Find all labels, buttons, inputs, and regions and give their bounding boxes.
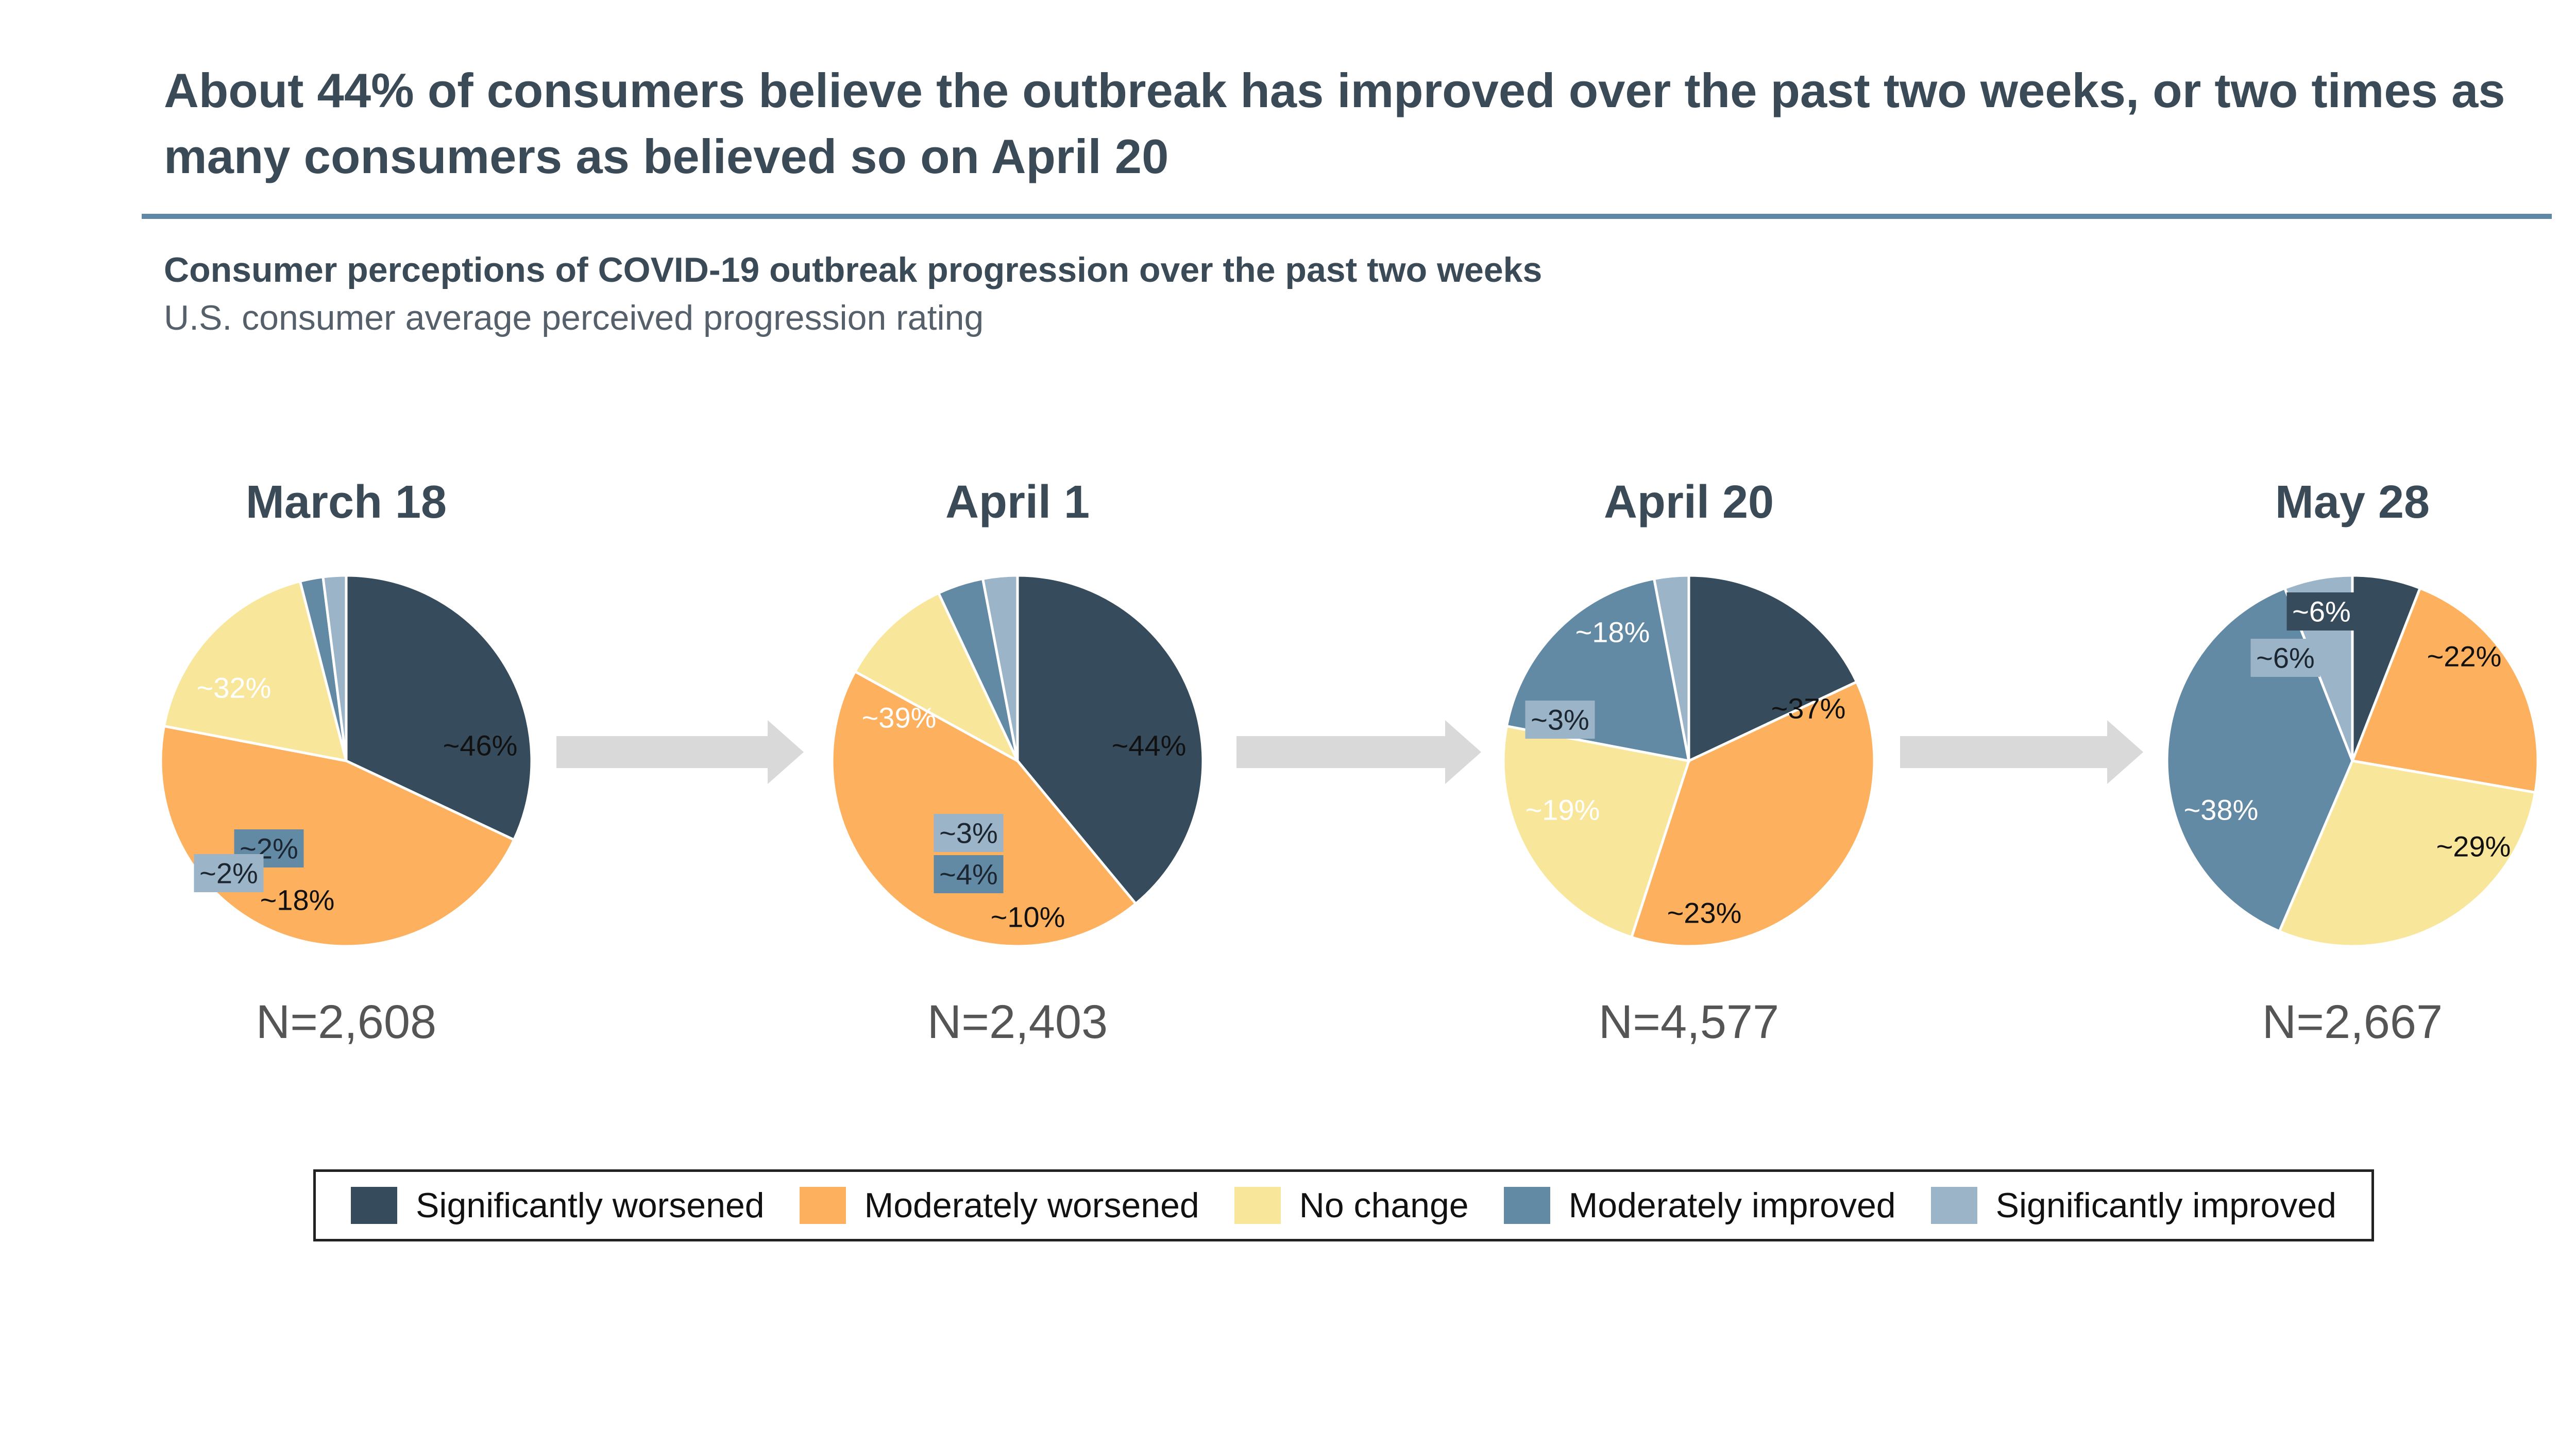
legend-label: Significantly worsened bbox=[416, 1186, 765, 1225]
legend-label: Moderately worsened bbox=[864, 1186, 1199, 1225]
pie-april-1: ~39% ~44% ~10% ~4% ~3% April 1 N=2,403 bbox=[831, 476, 1205, 1048]
legend-label: No change bbox=[1299, 1186, 1469, 1225]
data-label-box bbox=[2286, 592, 2357, 631]
data-label-moderately-worsened: ~22% bbox=[2427, 640, 2502, 673]
pie-slice-no-change bbox=[162, 580, 348, 763]
pie-slice-no-change bbox=[853, 591, 1021, 764]
data-label-significantly-worsened: ~32% bbox=[197, 672, 272, 704]
pie-slice-significantly-worsened bbox=[345, 574, 533, 842]
legend-item-significantly-worsened: Significantly worsened bbox=[351, 1185, 765, 1225]
chart-caption: U.S. consumer average perceived progress… bbox=[164, 298, 984, 337]
data-label-moderately-improved: ~19% bbox=[1526, 794, 1600, 826]
data-label-moderately-worsened: ~44% bbox=[1112, 729, 1187, 762]
header-divider bbox=[142, 214, 2552, 219]
legend-item-moderately-worsened: Moderately worsened bbox=[799, 1185, 1199, 1225]
data-label-no-change: ~18% bbox=[260, 884, 335, 916]
data-label-box bbox=[2250, 639, 2320, 677]
data-label-significantly-improved: ~3% bbox=[1531, 704, 1589, 736]
pie-slice-moderately-worsened bbox=[2350, 586, 2539, 794]
pie-slice-no-change bbox=[2278, 759, 2537, 948]
legend-label: Moderately improved bbox=[1568, 1186, 1896, 1225]
data-label-significantly-improved: ~2% bbox=[199, 857, 258, 890]
data-label-no-change: ~23% bbox=[1667, 897, 1742, 929]
page-headline: About 44% of consumers believe the outbr… bbox=[164, 63, 2505, 183]
legend-item-moderately-improved: Moderately improved bbox=[1503, 1185, 1896, 1225]
legend-swatch bbox=[1234, 1187, 1281, 1224]
legend-swatch bbox=[351, 1187, 397, 1224]
progression-arrow bbox=[556, 720, 804, 784]
legend-label: Significantly improved bbox=[1995, 1186, 2336, 1225]
legend-item-no-change: No change bbox=[1234, 1185, 1469, 1225]
data-label-significantly-worsened: ~18% bbox=[1575, 616, 1650, 649]
pie-title: April 20 bbox=[1604, 476, 1774, 528]
data-label-box bbox=[934, 814, 1004, 852]
pie-title: April 1 bbox=[945, 476, 1090, 528]
data-label-moderately-worsened: ~46% bbox=[443, 729, 518, 762]
data-label-moderately-improved: ~38% bbox=[2184, 794, 2259, 826]
sample-size-label: N=4,577 bbox=[1599, 996, 1779, 1048]
data-label-no-change: ~29% bbox=[2436, 830, 2511, 863]
pie-may-28: ~6% ~22% ~29% ~38% ~6% May 28 N=2,667 bbox=[2165, 476, 2539, 1048]
chart-legend: Significantly worsened Moderately worsen… bbox=[313, 1169, 2374, 1241]
progression-arrow bbox=[1236, 720, 1481, 784]
pie-slice-significantly-worsened bbox=[1016, 574, 1205, 906]
legend-swatch bbox=[1930, 1187, 1977, 1224]
pie-slice-moderately-worsened bbox=[831, 670, 1138, 948]
data-label-box bbox=[194, 854, 264, 892]
data-label-no-change: ~10% bbox=[991, 901, 1065, 933]
pie-title: May 28 bbox=[2275, 476, 2430, 528]
pie-slice-significantly-improved bbox=[981, 574, 1019, 761]
progression-arrow bbox=[1900, 720, 2143, 784]
legend-swatch bbox=[1503, 1187, 1550, 1224]
pie-april-20: ~18% ~37% ~23% ~19% ~3% April 20 N=4,577 bbox=[1502, 476, 1876, 1048]
sample-size-label: N=2,403 bbox=[927, 996, 1108, 1048]
sample-size-label: N=2,608 bbox=[256, 996, 436, 1048]
data-label-significantly-worsened: ~39% bbox=[862, 702, 937, 734]
chart-subtitle: Consumer perceptions of COVID-19 outbrea… bbox=[164, 250, 1543, 290]
legend-swatch bbox=[799, 1187, 846, 1224]
data-label-box bbox=[934, 855, 1004, 893]
data-label-significantly-improved: ~6% bbox=[2256, 642, 2315, 674]
pie-slice-significantly-improved bbox=[1652, 574, 1690, 761]
legend-item-significantly-improved: Significantly improved bbox=[1930, 1185, 2336, 1225]
data-label-box bbox=[1525, 701, 1595, 739]
pie-slice-no-change bbox=[1502, 724, 1691, 939]
data-label-significantly-worsened: ~6% bbox=[2292, 595, 2351, 628]
pie-slice-moderately-worsened bbox=[1630, 680, 1876, 948]
pie-slice-significantly-improved bbox=[321, 574, 348, 761]
data-label-significantly-improved: ~3% bbox=[939, 817, 998, 849]
pie-title: March 18 bbox=[246, 476, 447, 528]
pie-march-18: ~32%~46%~18%~2%~2%March 18N=2,608 bbox=[159, 476, 533, 1048]
pie-slice-significantly-worsened bbox=[1687, 574, 1859, 763]
data-label-moderately-improved: ~4% bbox=[939, 858, 998, 891]
sample-size-label: N=2,667 bbox=[2262, 996, 2443, 1048]
data-label-moderately-worsened: ~37% bbox=[1771, 692, 1846, 725]
